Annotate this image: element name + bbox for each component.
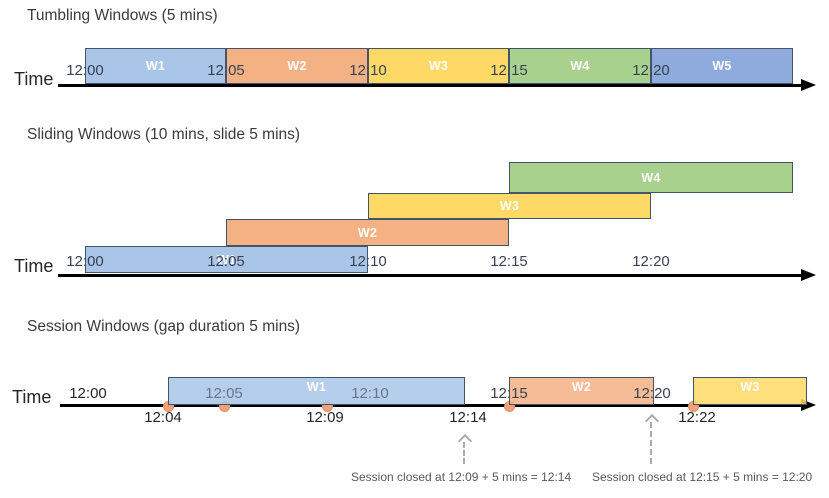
tumbling-window-w5: W5 <box>651 48 793 84</box>
window-label: W1 <box>145 59 166 73</box>
tumbling-tick-1210: 12:10 <box>349 62 387 79</box>
sliding-tick-1210: 12:10 <box>349 253 387 270</box>
tumbling-time-axis-label: Time <box>14 69 54 89</box>
sliding-time-axis <box>58 274 803 277</box>
session-close-annotation-1: Session closed at 12:09 + 5 mins = 12:14 <box>351 470 572 484</box>
window-label: W3 <box>499 199 520 213</box>
dashed-up-arrowhead-icon <box>644 413 660 429</box>
sliding-tick-1200: 12:00 <box>66 253 104 270</box>
window-label: W2 <box>287 59 307 73</box>
close-time-1214: 12:14 <box>449 409 487 426</box>
window-label: W2 <box>357 225 378 240</box>
sliding-tick-1205: 12:05 <box>207 253 245 270</box>
session-inner-tick-1205: 12:05 <box>205 385 243 402</box>
session-close-annotation-2: Session closed at 12:15 + 5 mins = 12:20 <box>592 470 813 484</box>
session-tick-1220: 12:20 <box>633 385 671 402</box>
tumbling-title: Tumbling Windows (5 mins) <box>27 7 218 24</box>
window-label: W4 <box>570 59 590 73</box>
tumbling-window-w2: W2 <box>226 48 368 84</box>
tumbling-tick-1205: 12:05 <box>207 62 245 79</box>
session-start-tick: 12:00 <box>69 385 107 402</box>
sliding-axis-arrowhead-icon <box>801 269 816 281</box>
sliding-window-w1: W1 <box>85 246 368 273</box>
sliding-title: Sliding Windows (10 mins, slide 5 mins) <box>27 126 301 143</box>
session-time-axis <box>60 404 803 407</box>
window-label: W3 <box>740 380 760 394</box>
sliding-tick-1220: 12:20 <box>632 253 670 270</box>
event-time-1204: 12:04 <box>144 409 182 426</box>
window-label: W1 <box>306 380 327 394</box>
session-window-w3: W3 <box>693 377 807 405</box>
sliding-tick-1215: 12:15 <box>490 253 528 270</box>
dashed-arrow-stem <box>463 442 465 464</box>
event-time-1222: 12:22 <box>678 409 716 426</box>
tumbling-tick-1200: 12:00 <box>66 62 104 79</box>
session-tick-1215: 12:15 <box>490 385 528 402</box>
tumbling-window-w3: W3 <box>368 48 509 84</box>
session-time-axis-label: Time <box>12 387 52 407</box>
window-label: W4 <box>641 170 661 185</box>
tumbling-tick-1215: 12:15 <box>490 62 528 79</box>
session-title: Session Windows (gap duration 5 mins) <box>27 318 301 335</box>
tumbling-axis-arrowhead-icon <box>801 79 816 91</box>
sliding-time-axis-label: Time <box>14 256 54 276</box>
window-label: W2 <box>571 380 592 394</box>
sliding-window-w2: W2 <box>226 219 509 246</box>
tumbling-window-w4: W4 <box>509 48 651 84</box>
tumbling-window-w1: W1 <box>85 48 226 84</box>
dashed-up-arrowhead-icon <box>457 433 473 449</box>
sliding-window-w4: W4 <box>509 162 793 193</box>
window-label: W1 <box>216 252 237 267</box>
sliding-window-w3: W3 <box>368 193 651 219</box>
session-window-w2: W2 <box>509 377 654 405</box>
dashed-arrow-stem <box>650 422 652 464</box>
event-time-1209: 12:09 <box>306 409 344 426</box>
tumbling-tick-1220: 12:20 <box>632 62 670 79</box>
window-label: W5 <box>712 59 732 73</box>
window-label: W3 <box>428 59 449 73</box>
tumbling-time-axis <box>58 84 803 87</box>
session-inner-tick-1210: 12:10 <box>351 385 389 402</box>
session-window-w1: W1 <box>168 377 465 405</box>
